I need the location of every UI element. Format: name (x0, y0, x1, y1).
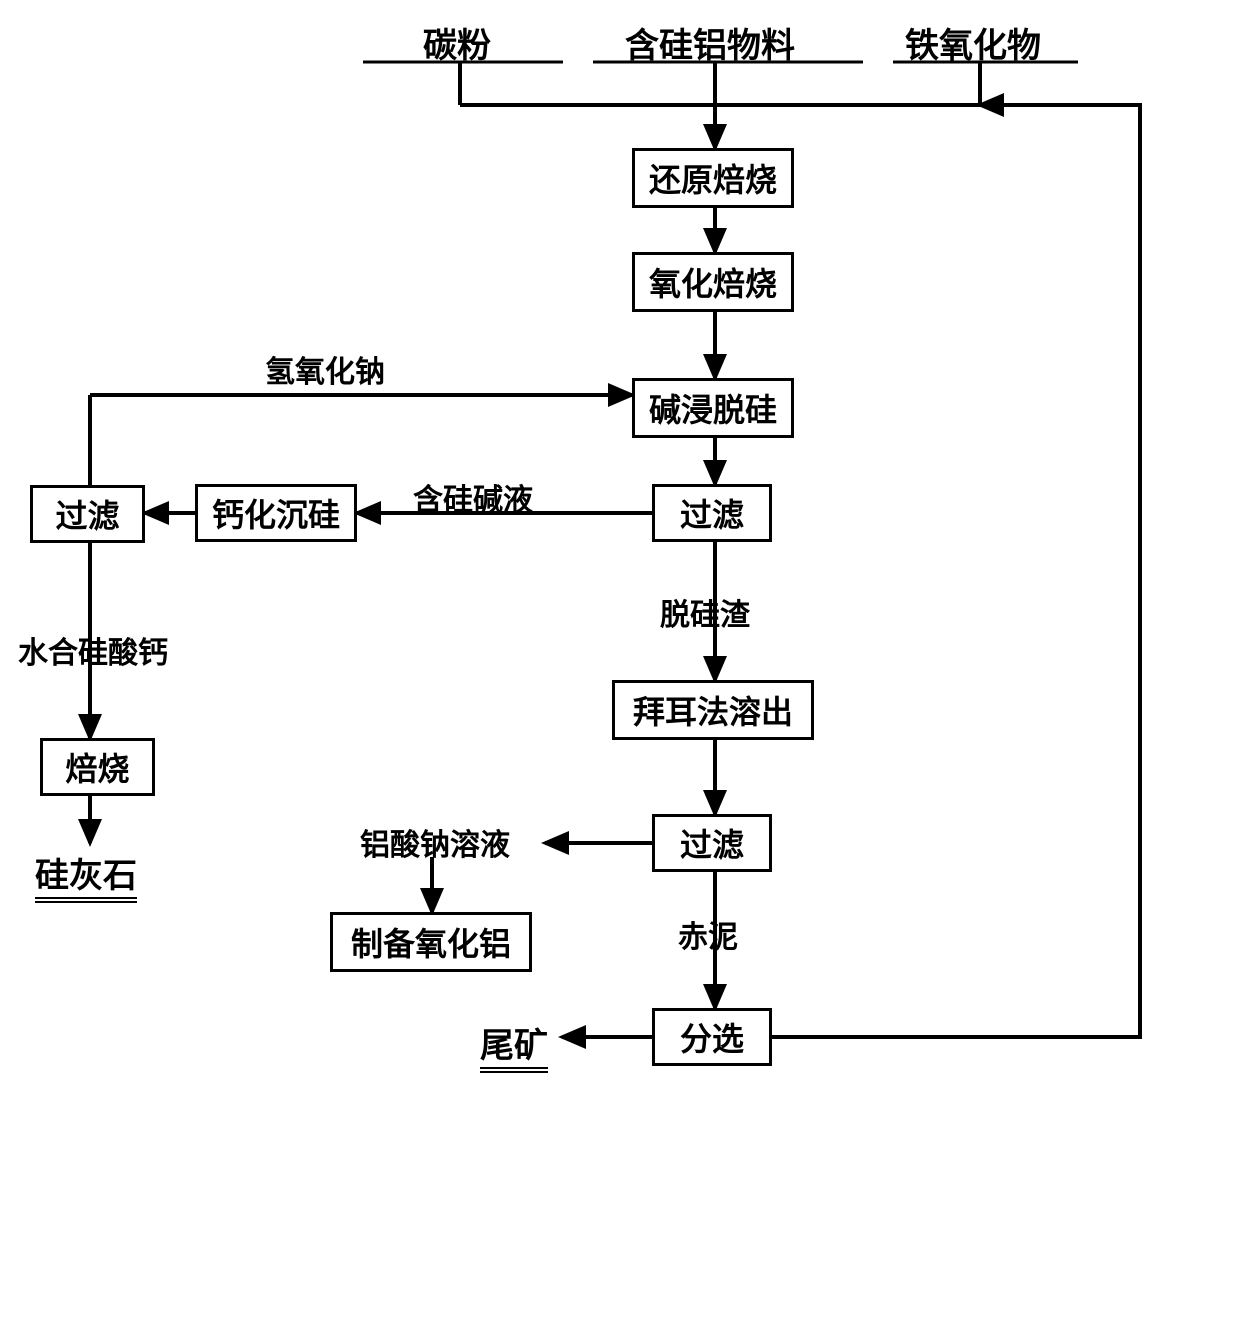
flowchart-input-header: 碳粉 (423, 18, 491, 67)
flowchart-output-label: 硅灰石 (35, 848, 137, 897)
flowchart-node: 碱浸脱硅 (632, 378, 794, 438)
flowchart-edge-label: 脱硅渣 (660, 590, 750, 634)
flowchart-edge-label: 赤泥 (678, 912, 738, 956)
flowchart-node: 焙烧 (40, 738, 155, 796)
flowchart-edge-label: 水合硅酸钙 (18, 628, 168, 672)
flowchart-node: 过滤 (652, 814, 772, 872)
flowchart-node: 过滤 (652, 484, 772, 542)
flowchart-edge-label: 铝酸钠溶液 (360, 820, 510, 864)
flowchart-node: 过滤 (30, 485, 145, 543)
flowchart-output-label: 尾矿 (480, 1018, 548, 1067)
flowchart-node: 钙化沉硅 (195, 484, 357, 542)
flowchart-node: 还原焙烧 (632, 148, 794, 208)
flowchart-input-header: 铁氧化物 (905, 18, 1041, 67)
flowchart-edge-label: 氢氧化钠 (265, 347, 385, 391)
flowchart-node: 制备氧化铝 (330, 912, 532, 972)
flowchart-node: 拜耳法溶出 (612, 680, 814, 740)
flowchart-edge-label: 含硅碱液 (413, 475, 533, 519)
flowchart-node: 分选 (652, 1008, 772, 1066)
flowchart-node: 氧化焙烧 (632, 252, 794, 312)
flowchart-input-header: 含硅铝物料 (625, 18, 795, 67)
